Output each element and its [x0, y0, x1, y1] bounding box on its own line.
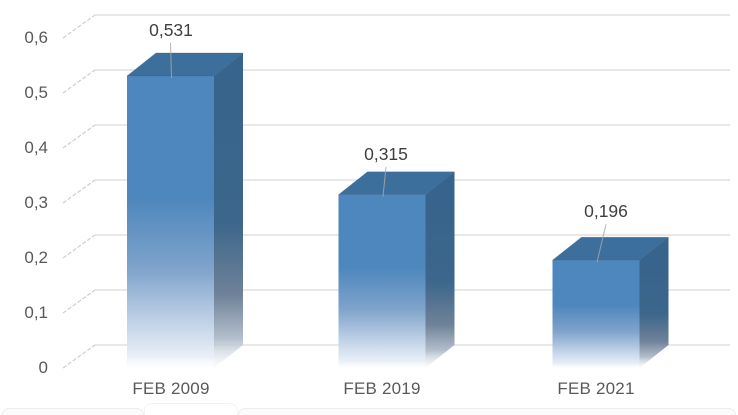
bar-top-face — [551, 236, 670, 261]
bar-front-face — [338, 194, 426, 368]
bar-feb-2009[interactable] — [126, 52, 244, 368]
bar-front-face — [552, 260, 640, 368]
data-label-leader-line — [170, 42, 172, 78]
axis-depth-tick — [62, 124, 96, 149]
bar-feb-2019[interactable] — [337, 171, 456, 368]
axis-depth-tick — [62, 179, 96, 204]
bar-side-face — [425, 171, 455, 368]
bar-top-face — [126, 52, 244, 77]
bar-side-face — [214, 52, 243, 368]
cropped-ui-remnant-right — [238, 408, 736, 415]
axis-depth-tick — [62, 234, 96, 259]
data-label-leader-line — [382, 166, 387, 197]
cropped-ui-remnant-tab — [144, 403, 238, 415]
axis-depth-tick — [62, 344, 96, 369]
axis-depth-tick — [62, 14, 96, 39]
bar-feb-2021[interactable] — [551, 236, 670, 368]
axis-depth-tick — [62, 289, 96, 314]
bar-front-face — [127, 75, 214, 368]
data-label-leader-line — [596, 224, 607, 263]
bar-side-face — [639, 237, 669, 368]
axis-depth-tick — [62, 69, 96, 94]
cropped-ui-remnant-left — [2, 408, 144, 415]
bar-top-face — [337, 171, 456, 196]
